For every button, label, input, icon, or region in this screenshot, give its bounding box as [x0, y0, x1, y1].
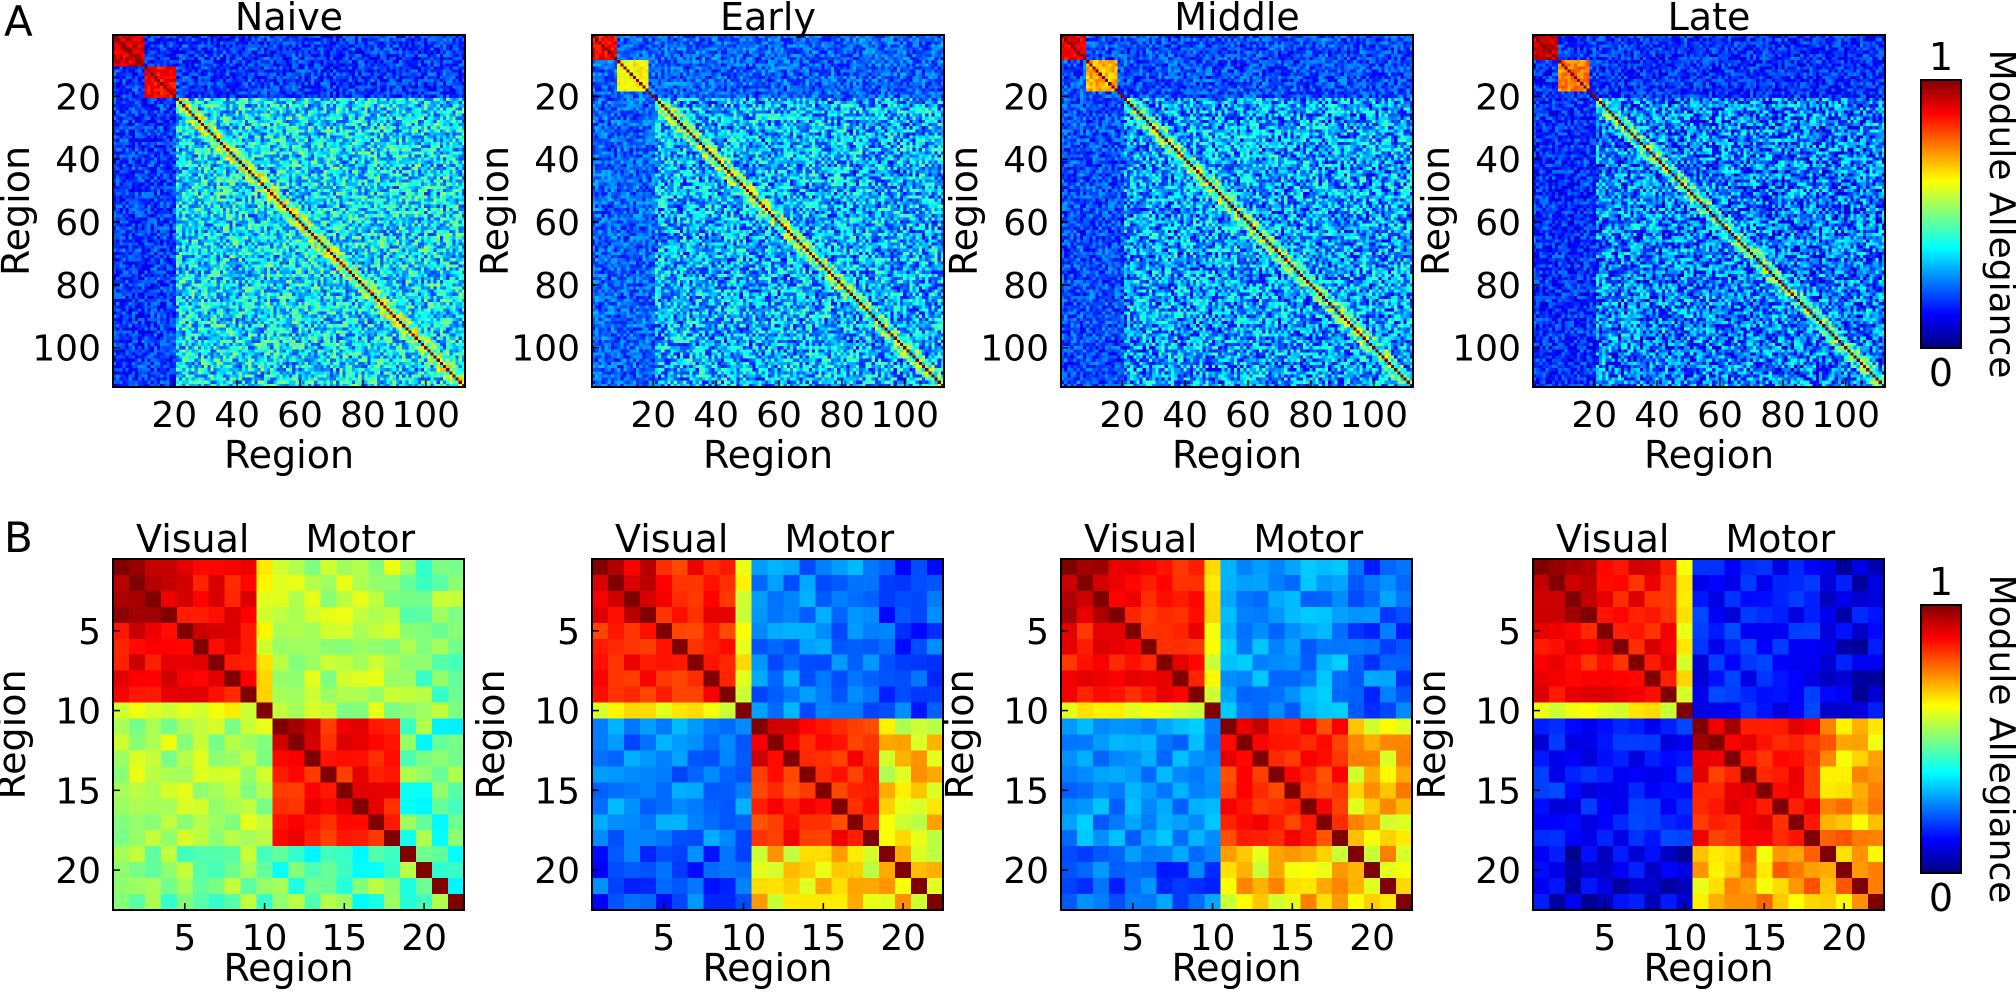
panel-letter-a: A: [4, 0, 33, 46]
panel-letter-b: B: [4, 513, 33, 562]
heatmap-cells: [113, 35, 466, 388]
heatmap-panels: 20 40 60 80 10020406080100RegionRegionNaive2…: [0, 0, 1886, 990]
